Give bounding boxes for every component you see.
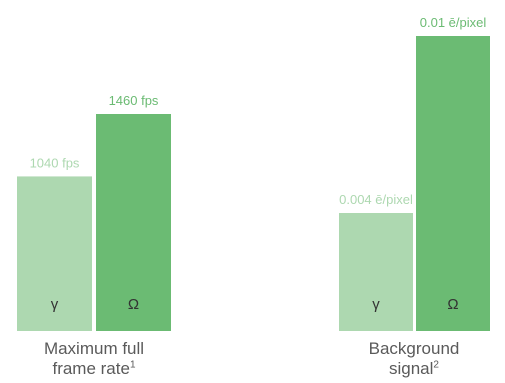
chart-2-xlabel: Background signal2 <box>320 339 505 379</box>
chart-2-xlabel-line2-wrap: signal2 <box>320 359 505 379</box>
chart-1-xlabel-line2-wrap: frame rate1 <box>0 359 188 379</box>
chart-2-value-label-2: 0.01 ē/pixel <box>420 15 487 30</box>
chart-2-category-label-1: γ <box>372 296 380 313</box>
chart-2-value-label-1: 0.004 ē/pixel <box>339 192 413 207</box>
chart-1-xlabel-line2: frame rate <box>52 359 130 378</box>
chart-2-bar-2 <box>416 36 490 331</box>
chart-2-xlabel-line2: signal <box>389 359 434 378</box>
chart-1-bar-1 <box>17 176 92 331</box>
chart-1-xlabel: Maximum full frame rate1 <box>0 339 188 379</box>
chart-1-category-label-1: γ <box>51 296 59 313</box>
chart-2-category-label-2: Ω <box>447 296 458 313</box>
chart-1-value-label-1: 1040 fps <box>30 155 80 170</box>
chart-2-footnote-marker: 2 <box>433 359 439 371</box>
chart-1-xlabel-line1: Maximum full <box>43 339 145 358</box>
chart-1-value-label-2: 1460 fps <box>109 93 159 108</box>
chart-1-category-label-2: Ω <box>128 296 139 313</box>
chart-2-xlabel-line1: Background <box>368 339 460 358</box>
chart-2-bar-1 <box>339 213 413 331</box>
chart-1-bar-2 <box>96 114 171 331</box>
chart-1-footnote-marker: 1 <box>129 359 136 371</box>
